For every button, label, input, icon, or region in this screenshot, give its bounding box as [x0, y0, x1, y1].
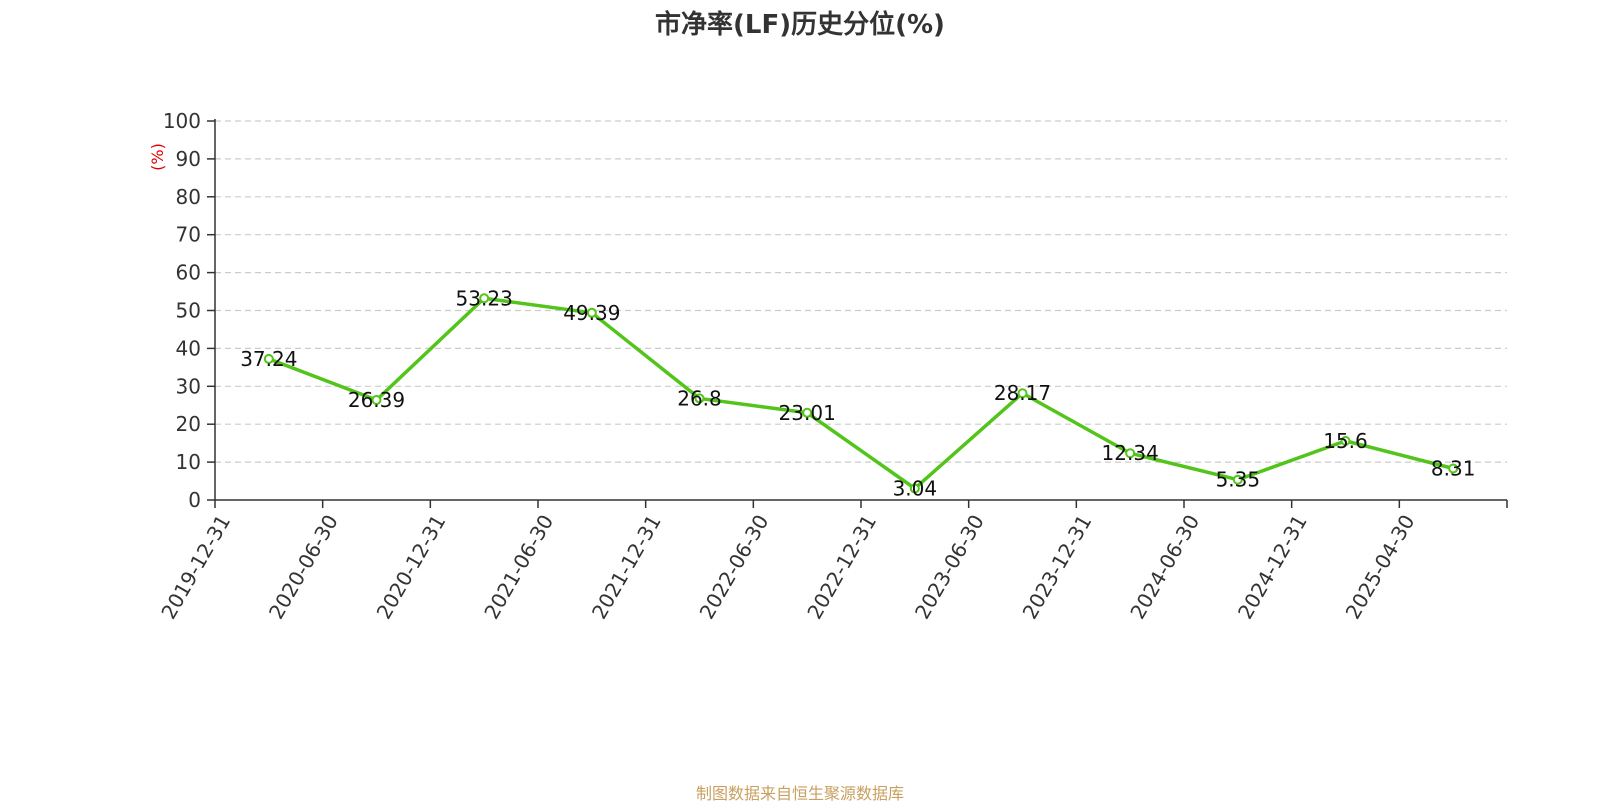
data-point — [479, 293, 490, 304]
data-label: 28.17 — [994, 381, 1051, 405]
y-tick-label: 10 — [176, 450, 201, 474]
y-tick-label: 80 — [176, 185, 201, 209]
data-point — [909, 483, 920, 494]
data-point — [1448, 463, 1459, 474]
x-tick-label: 2019-12-31 — [156, 511, 235, 624]
x-tick-label: 2024-12-31 — [1233, 511, 1312, 624]
data-point — [371, 394, 382, 405]
y-tick-label: 20 — [176, 412, 201, 436]
chart-title: 市净率(LF)历史分位(%) — [655, 10, 945, 40]
y-axis-label: (%) — [148, 143, 167, 171]
data-point — [586, 307, 597, 318]
x-tick-label: 2020-12-31 — [372, 510, 451, 623]
data-label: 8.31 — [1431, 457, 1476, 481]
data-label: 49.39 — [563, 301, 620, 325]
data-point — [694, 393, 705, 404]
x-tick-label: 2023-06-30 — [910, 511, 989, 624]
data-label: 12.34 — [1102, 441, 1159, 465]
data-label: 3.04 — [893, 476, 938, 500]
y-tick-label: 70 — [176, 223, 201, 247]
x-tick-label: 2022-06-30 — [695, 511, 774, 624]
y-tick-label: 30 — [176, 374, 201, 398]
y-tick-label: 100 — [163, 109, 201, 133]
x-tick-label: 2025-04-30 — [1341, 511, 1420, 624]
series-line — [268, 296, 1454, 491]
y-tick-label: 40 — [176, 336, 201, 360]
x-tick-label: 2024-06-30 — [1125, 511, 1204, 624]
x-tick-label: 2020-06-30 — [264, 511, 343, 624]
y-tick-label: 50 — [176, 299, 201, 323]
data-point — [1125, 448, 1136, 459]
data-label: 5.35 — [1216, 468, 1261, 492]
x-tick-label: 2023-12-31 — [1018, 511, 1097, 624]
x-tick-label: 2022-12-31 — [802, 511, 881, 624]
data-point — [1232, 474, 1243, 485]
data-label: 37.24 — [240, 347, 297, 371]
data-label: 15.6 — [1323, 429, 1368, 453]
data-point — [802, 407, 813, 418]
data-label: 23.01 — [779, 401, 836, 425]
y-tick-label: 60 — [176, 261, 201, 285]
x-tick-label: 2021-12-31 — [587, 511, 666, 624]
y-tick-label: 0 — [188, 488, 201, 512]
data-point — [1340, 435, 1351, 446]
data-label: 26.39 — [348, 388, 405, 412]
x-tick-label: 2021-06-30 — [479, 511, 558, 624]
data-label: 53.23 — [456, 286, 513, 310]
source-note: 制图数据来自恒生聚源数据库 — [695, 784, 904, 803]
y-tick-label: 90 — [176, 147, 201, 171]
data-label: 26.8 — [677, 386, 722, 410]
data-point — [1017, 388, 1028, 399]
data-point — [263, 353, 274, 364]
